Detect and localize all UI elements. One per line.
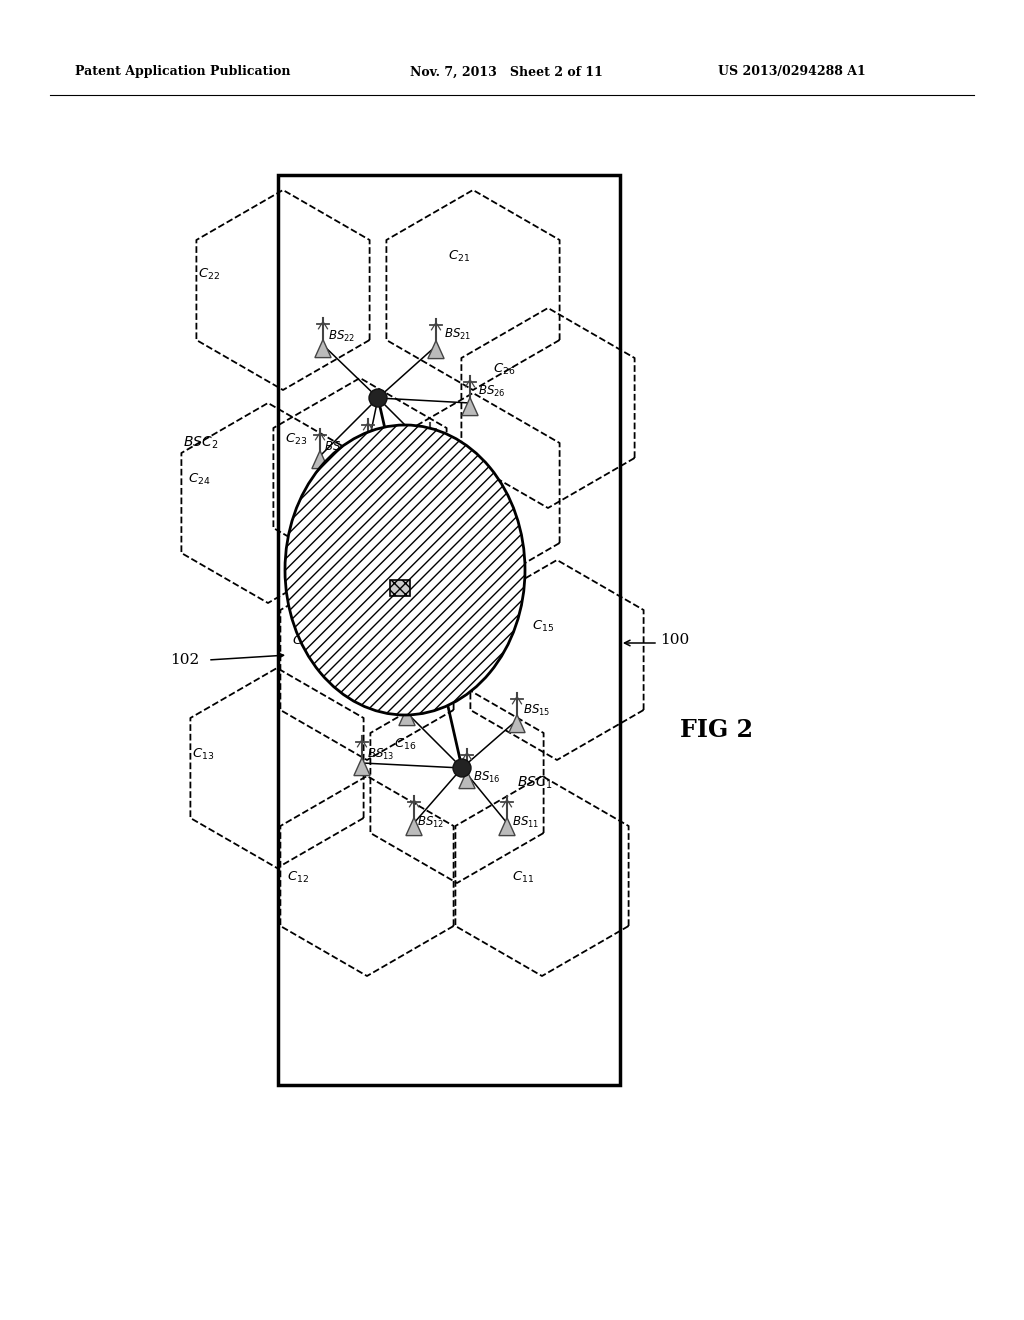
Text: 100: 100 — [660, 634, 689, 647]
Text: $BS_{22}$: $BS_{22}$ — [328, 329, 355, 345]
Text: $BS_{14}$: $BS_{14}$ — [410, 697, 437, 711]
Text: $BS_{21}$: $BS_{21}$ — [444, 327, 471, 342]
Ellipse shape — [285, 425, 525, 715]
Text: $BSC_1$: $BSC_1$ — [517, 775, 552, 791]
Text: $C_{26}$: $C_{26}$ — [493, 362, 515, 378]
Text: $BS_{13}$: $BS_{13}$ — [367, 747, 394, 762]
Text: $C_{23}$: $C_{23}$ — [285, 432, 307, 447]
Text: $C_{21}$: $C_{21}$ — [449, 249, 470, 264]
Polygon shape — [428, 341, 444, 359]
Bar — [390, 579, 410, 597]
Text: $BS_{24}$: $BS_{24}$ — [324, 440, 351, 455]
Text: $UE$: $UE$ — [412, 586, 431, 599]
Polygon shape — [422, 445, 438, 462]
Polygon shape — [312, 450, 328, 469]
Text: $C_{22}$: $C_{22}$ — [198, 267, 220, 282]
Text: $BS_{23}$: $BS_{23}$ — [373, 430, 400, 445]
Text: FIG 2: FIG 2 — [680, 718, 753, 742]
Text: $C_{16}$: $C_{16}$ — [394, 737, 417, 752]
Polygon shape — [462, 397, 478, 416]
Text: 102: 102 — [170, 653, 200, 667]
Polygon shape — [509, 714, 525, 733]
Text: $BS_{12}$: $BS_{12}$ — [417, 814, 444, 830]
Polygon shape — [459, 771, 475, 788]
Text: $BSC_2$: $BSC_2$ — [183, 434, 218, 451]
Polygon shape — [315, 339, 331, 358]
Text: $BS_{26}$: $BS_{26}$ — [478, 384, 506, 399]
Polygon shape — [406, 817, 422, 836]
Polygon shape — [354, 758, 370, 776]
Bar — [278, 176, 620, 1085]
Text: $C_{11}$: $C_{11}$ — [512, 870, 535, 886]
Text: US 2013/0294288 A1: US 2013/0294288 A1 — [718, 66, 865, 78]
Text: Patent Application Publication: Patent Application Publication — [75, 66, 291, 78]
Polygon shape — [399, 708, 415, 726]
Text: $BS_{25}$: $BS_{25}$ — [434, 434, 461, 449]
Text: $C_{15}$: $C_{15}$ — [532, 619, 554, 634]
Text: $C_{14}$: $C_{14}$ — [292, 634, 314, 649]
Circle shape — [369, 389, 387, 407]
Circle shape — [453, 759, 471, 777]
Text: $BS_{16}$: $BS_{16}$ — [473, 770, 501, 785]
Text: $BS_{15}$: $BS_{15}$ — [523, 704, 550, 718]
Text: $C_{12}$: $C_{12}$ — [287, 870, 309, 886]
Text: $C_{13}$: $C_{13}$ — [193, 747, 214, 762]
Polygon shape — [359, 441, 376, 458]
Text: $C_{25}$: $C_{25}$ — [438, 442, 460, 457]
Text: $BS_{11}$: $BS_{11}$ — [512, 814, 540, 830]
Polygon shape — [499, 817, 515, 836]
Text: Nov. 7, 2013   Sheet 2 of 11: Nov. 7, 2013 Sheet 2 of 11 — [410, 66, 603, 78]
Text: $C_{24}$: $C_{24}$ — [188, 473, 211, 487]
